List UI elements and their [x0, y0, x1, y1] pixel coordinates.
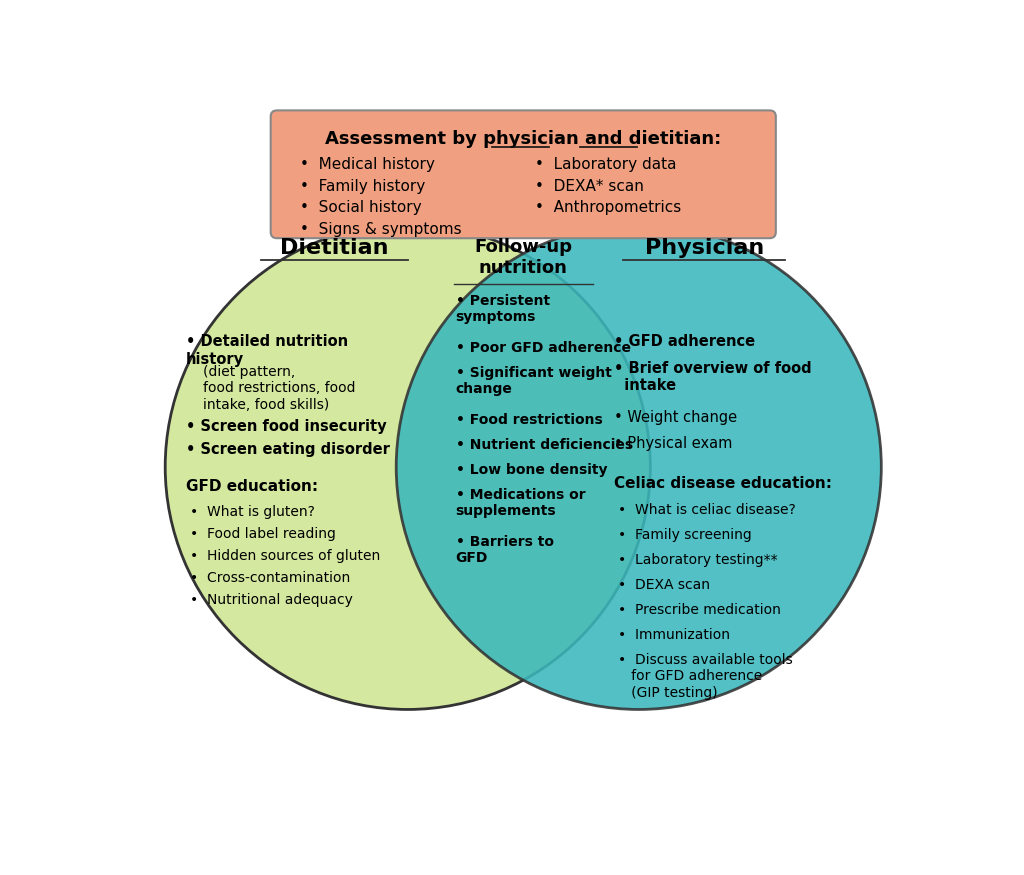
FancyBboxPatch shape: [270, 110, 776, 238]
Text: GFD education:: GFD education:: [186, 480, 318, 494]
Text: •  Laboratory data: • Laboratory data: [535, 158, 676, 172]
Text: • Detailed nutrition
history: • Detailed nutrition history: [186, 334, 348, 367]
Text: • Low bone density: • Low bone density: [456, 463, 607, 477]
Text: •  Food label reading: • Food label reading: [189, 528, 336, 542]
Text: Assessment by physician and dietitian:: Assessment by physician and dietitian:: [326, 130, 721, 149]
Text: • Screen eating disorder: • Screen eating disorder: [186, 442, 390, 458]
Text: • Persistent
symptoms: • Persistent symptoms: [456, 294, 550, 324]
Text: •  Hidden sources of gluten: • Hidden sources of gluten: [189, 550, 380, 564]
Text: •  Medical history: • Medical history: [300, 158, 435, 172]
Text: • Medications or
supplements: • Medications or supplements: [456, 487, 585, 518]
Text: •  Social history: • Social history: [300, 200, 422, 215]
Text: • Screen food insecurity: • Screen food insecurity: [186, 419, 387, 434]
Text: •  DEXA* scan: • DEXA* scan: [535, 178, 644, 194]
Text: •  Family screening: • Family screening: [617, 528, 752, 542]
Text: •  Cross-contamination: • Cross-contamination: [189, 571, 350, 585]
Text: •  What is gluten?: • What is gluten?: [189, 506, 314, 520]
Text: • Physical exam: • Physical exam: [614, 436, 732, 452]
Text: Follow-up
nutrition: Follow-up nutrition: [474, 238, 572, 277]
Text: •  Prescribe medication: • Prescribe medication: [617, 603, 781, 617]
Text: •  DEXA scan: • DEXA scan: [617, 578, 710, 592]
Text: •  Anthropometrics: • Anthropometrics: [535, 200, 681, 215]
Text: • Brief overview of food
  intake: • Brief overview of food intake: [614, 360, 812, 393]
Text: •  Signs & symptoms: • Signs & symptoms: [300, 222, 462, 237]
Text: Celiac disease education:: Celiac disease education:: [614, 476, 833, 491]
Text: • Food restrictions: • Food restrictions: [456, 413, 602, 427]
Text: •  What is celiac disease?: • What is celiac disease?: [617, 503, 796, 517]
Text: • Barriers to
GFD: • Barriers to GFD: [456, 535, 554, 565]
Text: • Weight change: • Weight change: [614, 410, 737, 425]
Text: Dietitian: Dietitian: [281, 238, 389, 258]
Text: (diet pattern,
food restrictions, food
intake, food skills): (diet pattern, food restrictions, food i…: [203, 365, 355, 411]
Text: • Significant weight
change: • Significant weight change: [456, 366, 611, 396]
Text: • GFD adherence: • GFD adherence: [614, 334, 756, 349]
Ellipse shape: [396, 224, 882, 710]
Text: •  Immunization: • Immunization: [617, 628, 730, 642]
Text: Physician: Physician: [644, 238, 764, 258]
Text: • Poor GFD adherence: • Poor GFD adherence: [456, 340, 631, 354]
Text: •  Discuss available tools
   for GFD adherence
   (GIP testing): • Discuss available tools for GFD adhere…: [617, 654, 793, 700]
Text: •  Laboratory testing**: • Laboratory testing**: [617, 553, 777, 567]
Ellipse shape: [165, 224, 650, 710]
Text: •  Family history: • Family history: [300, 178, 425, 194]
Text: • Nutrient deficiencies: • Nutrient deficiencies: [456, 438, 633, 452]
Text: •  Nutritional adequacy: • Nutritional adequacy: [189, 593, 352, 607]
